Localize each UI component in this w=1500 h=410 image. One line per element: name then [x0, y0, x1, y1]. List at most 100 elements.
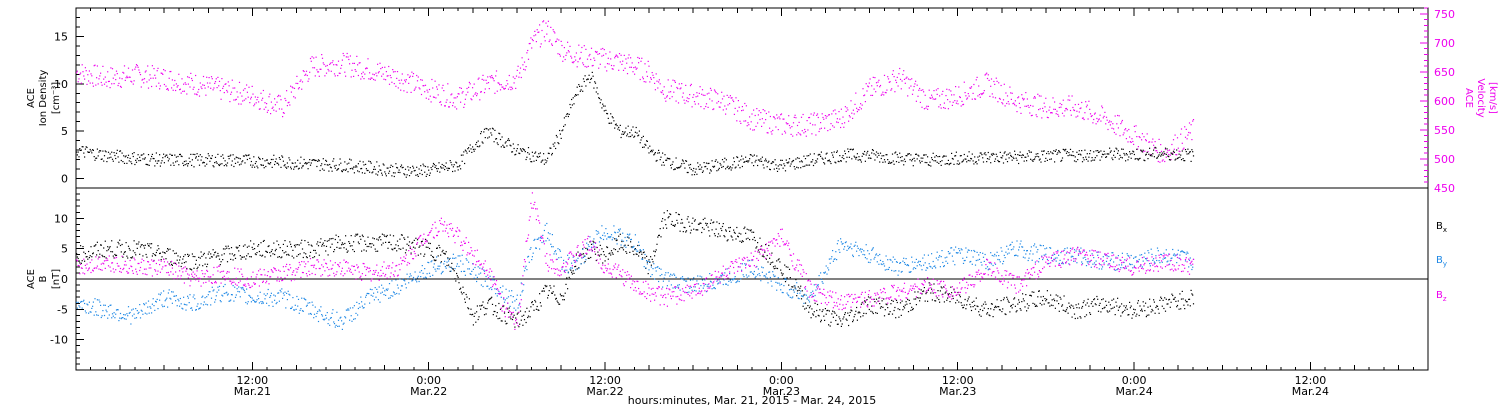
- velocity-series-point: [200, 86, 202, 88]
- bx-series-point: [207, 253, 209, 255]
- density-series-point: [435, 165, 437, 167]
- bx-series-point: [960, 302, 962, 304]
- by-series-point: [559, 249, 561, 251]
- bx-series-point: [920, 289, 922, 291]
- bx-series-point: [1008, 301, 1010, 303]
- by-series-point: [357, 314, 359, 316]
- velocity-series-point: [877, 81, 879, 83]
- velocity-series-point: [794, 114, 796, 116]
- density-series-point: [1038, 156, 1040, 158]
- density-series-point: [1022, 154, 1024, 156]
- density-series-point: [144, 157, 146, 159]
- velocity-series-point: [776, 114, 778, 116]
- velocity-series-point: [949, 101, 951, 103]
- velocity-series-point: [593, 57, 595, 59]
- density-series-point: [811, 161, 813, 163]
- density-series-point: [1060, 160, 1062, 162]
- by-series-point: [603, 232, 605, 234]
- density-series-point: [336, 169, 338, 171]
- velocity-series-point: [352, 62, 354, 64]
- velocity-series-point: [478, 77, 480, 79]
- density-series-point: [123, 162, 126, 164]
- velocity-series-point: [779, 118, 781, 120]
- bx-series-point: [558, 303, 560, 305]
- bx-series-point: [511, 318, 514, 321]
- bx-series-point: [90, 246, 92, 248]
- density-series-point: [602, 105, 605, 107]
- density-series-point: [468, 147, 470, 149]
- density-series-point: [1049, 158, 1051, 160]
- density-series-point: [210, 157, 213, 160]
- velocity-series-point: [240, 103, 242, 105]
- velocity-series-point: [204, 87, 206, 89]
- density-series-point: [852, 148, 854, 150]
- density-series-point: [882, 161, 884, 163]
- density-series-point: [450, 161, 452, 164]
- bx-series-point: [1160, 297, 1163, 300]
- velocity-series-point: [1068, 95, 1070, 97]
- by-series-point: [354, 318, 356, 320]
- by-series-point: [92, 305, 94, 307]
- bx-series-point: [1072, 305, 1074, 307]
- bx-series-point: [1188, 298, 1191, 300]
- velocity-series-point: [895, 79, 897, 81]
- bx-series-point: [709, 235, 711, 237]
- bx-series-point: [978, 314, 981, 316]
- by-series-point: [235, 294, 237, 296]
- velocity-series-point: [841, 123, 843, 125]
- bx-series-point: [716, 221, 718, 223]
- bx-series-point: [637, 244, 639, 247]
- bx-series-point: [766, 254, 768, 257]
- density-series-point: [107, 151, 110, 153]
- bx-series-point: [152, 253, 154, 255]
- velocity-series-point: [1117, 127, 1119, 129]
- velocity-series-point: [935, 89, 937, 91]
- velocity-series-point: [1153, 144, 1155, 146]
- density-series-point: [829, 161, 831, 163]
- density-series-point: [1056, 153, 1058, 155]
- velocity-series-point: [600, 48, 602, 50]
- by-series-point: [278, 300, 280, 302]
- velocity-series-point: [263, 108, 265, 110]
- density-series-point: [725, 159, 727, 161]
- velocity-series-point: [919, 87, 921, 90]
- by-series-point: [420, 270, 423, 272]
- bx-series-point: [1091, 301, 1093, 303]
- bx-series-point: [573, 272, 575, 274]
- bx-series-point: [933, 283, 935, 285]
- bx-series-point: [837, 323, 839, 325]
- by-series-point: [389, 297, 391, 299]
- bx-series-point: [535, 308, 537, 310]
- density-series-point: [1188, 153, 1190, 155]
- by-series-point: [197, 303, 199, 305]
- velocity-series-point: [1037, 93, 1039, 95]
- velocity-series-point: [519, 72, 521, 74]
- by-series-point: [173, 295, 175, 297]
- density-series-point: [350, 159, 352, 161]
- density-series-point: [167, 156, 169, 158]
- bx-series-point: [788, 268, 791, 270]
- by-series-point: [462, 263, 464, 265]
- bx-series-point: [1159, 299, 1161, 301]
- velocity-series-point: [349, 63, 351, 65]
- density-series-point: [629, 132, 631, 134]
- density-series-point: [93, 156, 95, 158]
- bx-series-point: [761, 245, 763, 247]
- density-series-point: [1144, 160, 1146, 162]
- density-series-point: [245, 154, 247, 156]
- velocity-series-point: [1178, 150, 1180, 152]
- velocity-series-point: [758, 110, 760, 112]
- density-series-point: [613, 120, 615, 122]
- velocity-series-point: [475, 92, 477, 94]
- velocity-series-point: [1096, 117, 1098, 120]
- bx-series-point: [549, 285, 551, 287]
- bx-series-point: [805, 307, 807, 309]
- velocity-series-point: [913, 85, 915, 88]
- bx-series-point: [1160, 296, 1162, 298]
- velocity-series-point: [1089, 108, 1091, 110]
- by-series-point: [154, 309, 156, 311]
- bx-series-point: [836, 314, 838, 316]
- by-series-point: [448, 266, 450, 268]
- density-series-point: [130, 161, 132, 163]
- density-series-point: [1090, 160, 1092, 162]
